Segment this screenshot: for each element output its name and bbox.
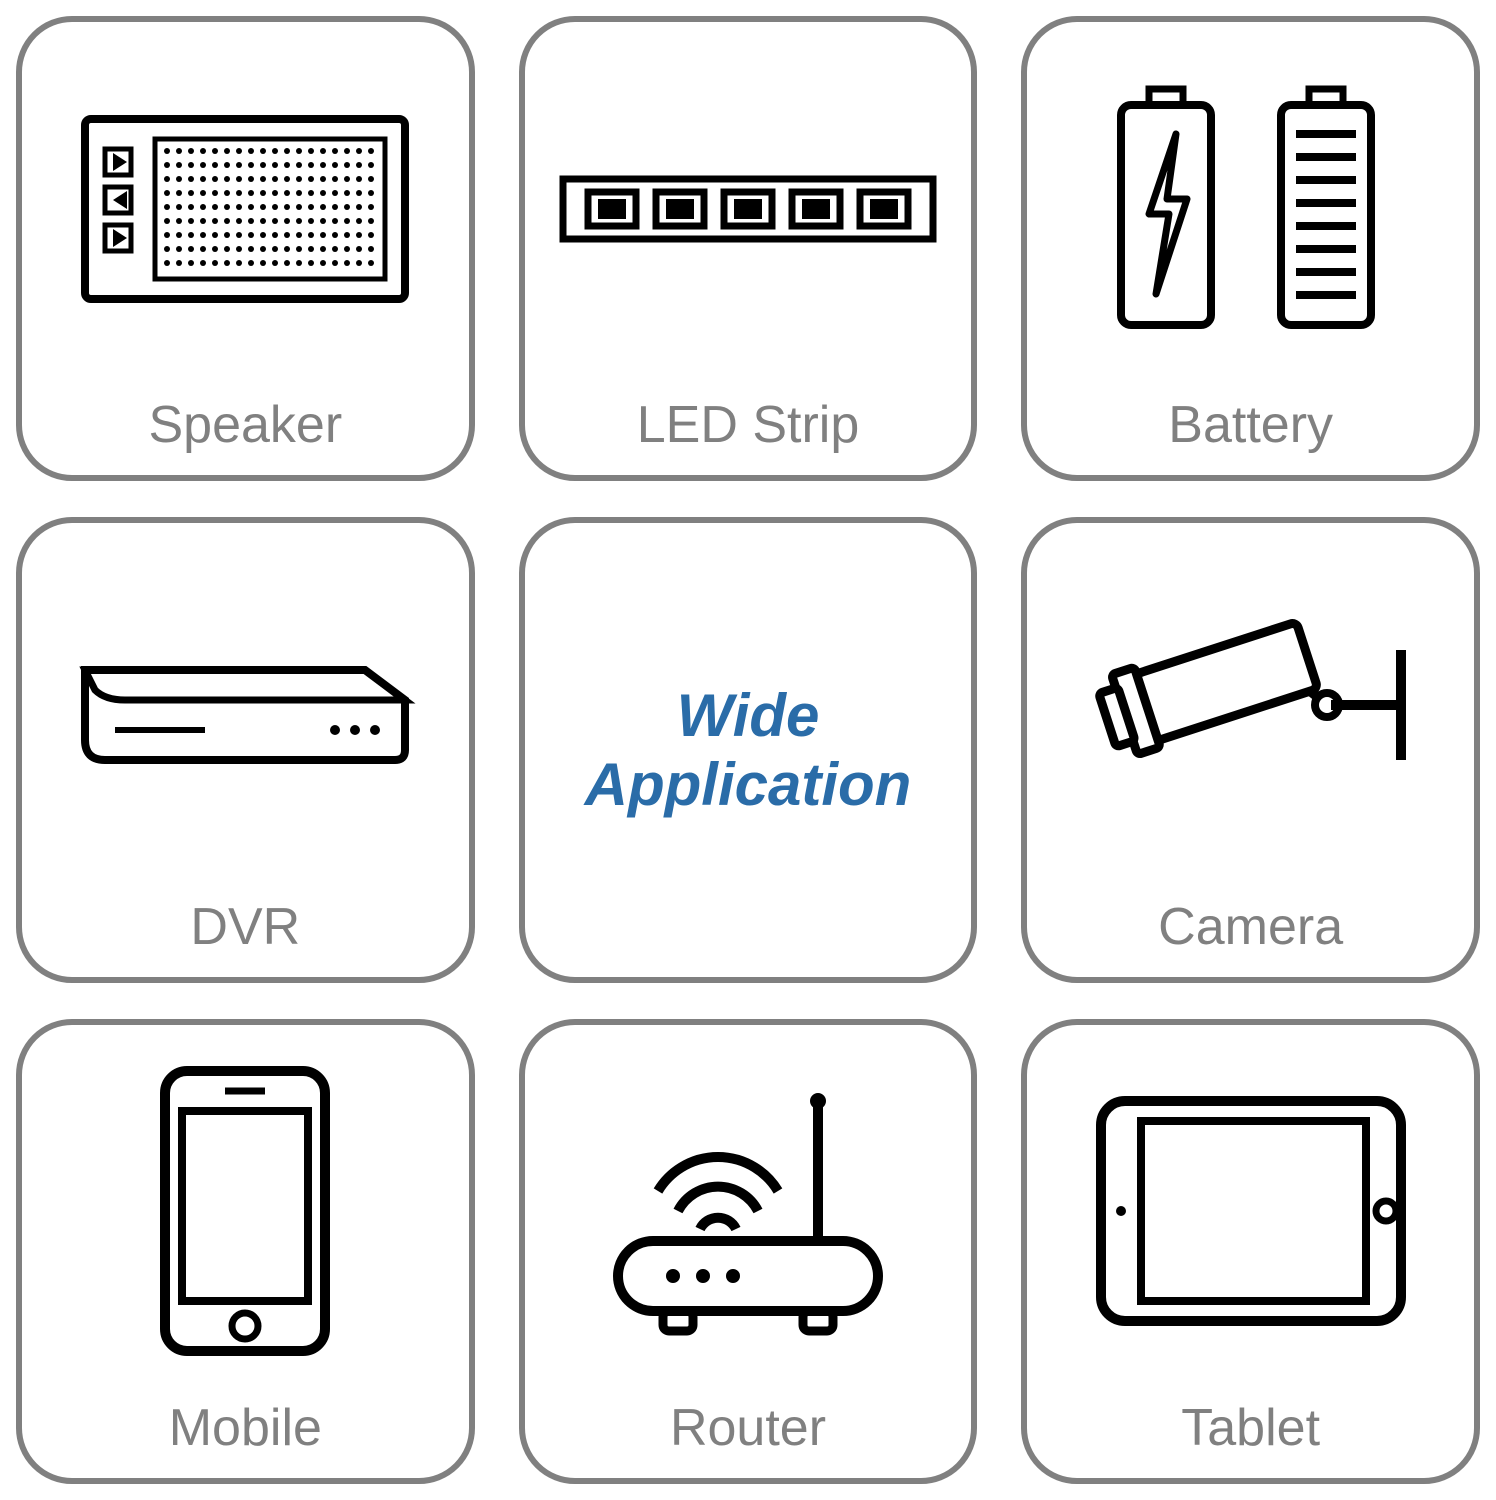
led-strip-label: LED Strip [637, 395, 860, 455]
dvr-label: DVR [190, 897, 300, 957]
cell-speaker: Speaker [16, 16, 475, 481]
center-line2: Application [585, 751, 912, 818]
cell-mobile: Mobile [16, 1019, 475, 1484]
camera-icon [1027, 523, 1474, 896]
cell-led-strip: LED Strip [519, 16, 978, 481]
dvr-icon [22, 523, 469, 896]
cell-center: Wide Application [519, 517, 978, 982]
cell-router: Router [519, 1019, 978, 1484]
cell-tablet: Tablet [1021, 1019, 1480, 1484]
cell-battery: Battery [1021, 16, 1480, 481]
battery-label: Battery [1168, 395, 1333, 455]
router-icon [525, 1025, 972, 1398]
tablet-label: Tablet [1181, 1398, 1320, 1458]
led-strip-icon [525, 22, 972, 395]
speaker-icon [22, 22, 469, 395]
camera-label: Camera [1158, 897, 1343, 957]
application-grid: Speaker LED Strip [16, 16, 1480, 1484]
speaker-label: Speaker [148, 395, 342, 455]
cell-dvr: DVR [16, 517, 475, 982]
center-line1: Wide [677, 682, 820, 749]
battery-icon [1027, 22, 1474, 395]
mobile-icon [22, 1025, 469, 1398]
cell-camera: Camera [1021, 517, 1480, 982]
center-title: Wide Application [585, 681, 912, 819]
router-label: Router [670, 1398, 826, 1458]
mobile-label: Mobile [169, 1398, 322, 1458]
tablet-icon [1027, 1025, 1474, 1398]
